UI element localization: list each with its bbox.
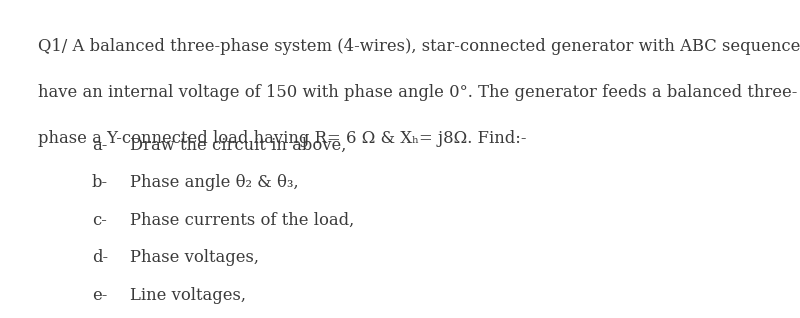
Text: Phase angle θ₂ & θ₃,: Phase angle θ₂ & θ₃, xyxy=(130,174,298,191)
Text: Line voltages,: Line voltages, xyxy=(130,287,246,304)
Text: d-: d- xyxy=(92,249,108,266)
Text: have an internal voltage of 150 with phase angle 0°. The generator feeds a balan: have an internal voltage of 150 with pha… xyxy=(38,84,798,101)
Text: a-: a- xyxy=(92,137,107,154)
Text: Phase voltages,: Phase voltages, xyxy=(130,249,258,266)
Text: Draw the circuit in above,: Draw the circuit in above, xyxy=(130,137,346,154)
Text: e-: e- xyxy=(92,287,107,304)
Text: phase a Y-connected load having R= 6 Ω & Xₕ= j8Ω. Find:-: phase a Y-connected load having R= 6 Ω &… xyxy=(38,130,527,147)
Text: b-: b- xyxy=(92,174,108,191)
Text: Q1/ A balanced three-phase system (4-wires), star-connected generator with ABC s: Q1/ A balanced three-phase system (4-wir… xyxy=(38,38,800,55)
Text: Phase currents of the load,: Phase currents of the load, xyxy=(130,212,354,229)
Text: c-: c- xyxy=(92,212,107,229)
